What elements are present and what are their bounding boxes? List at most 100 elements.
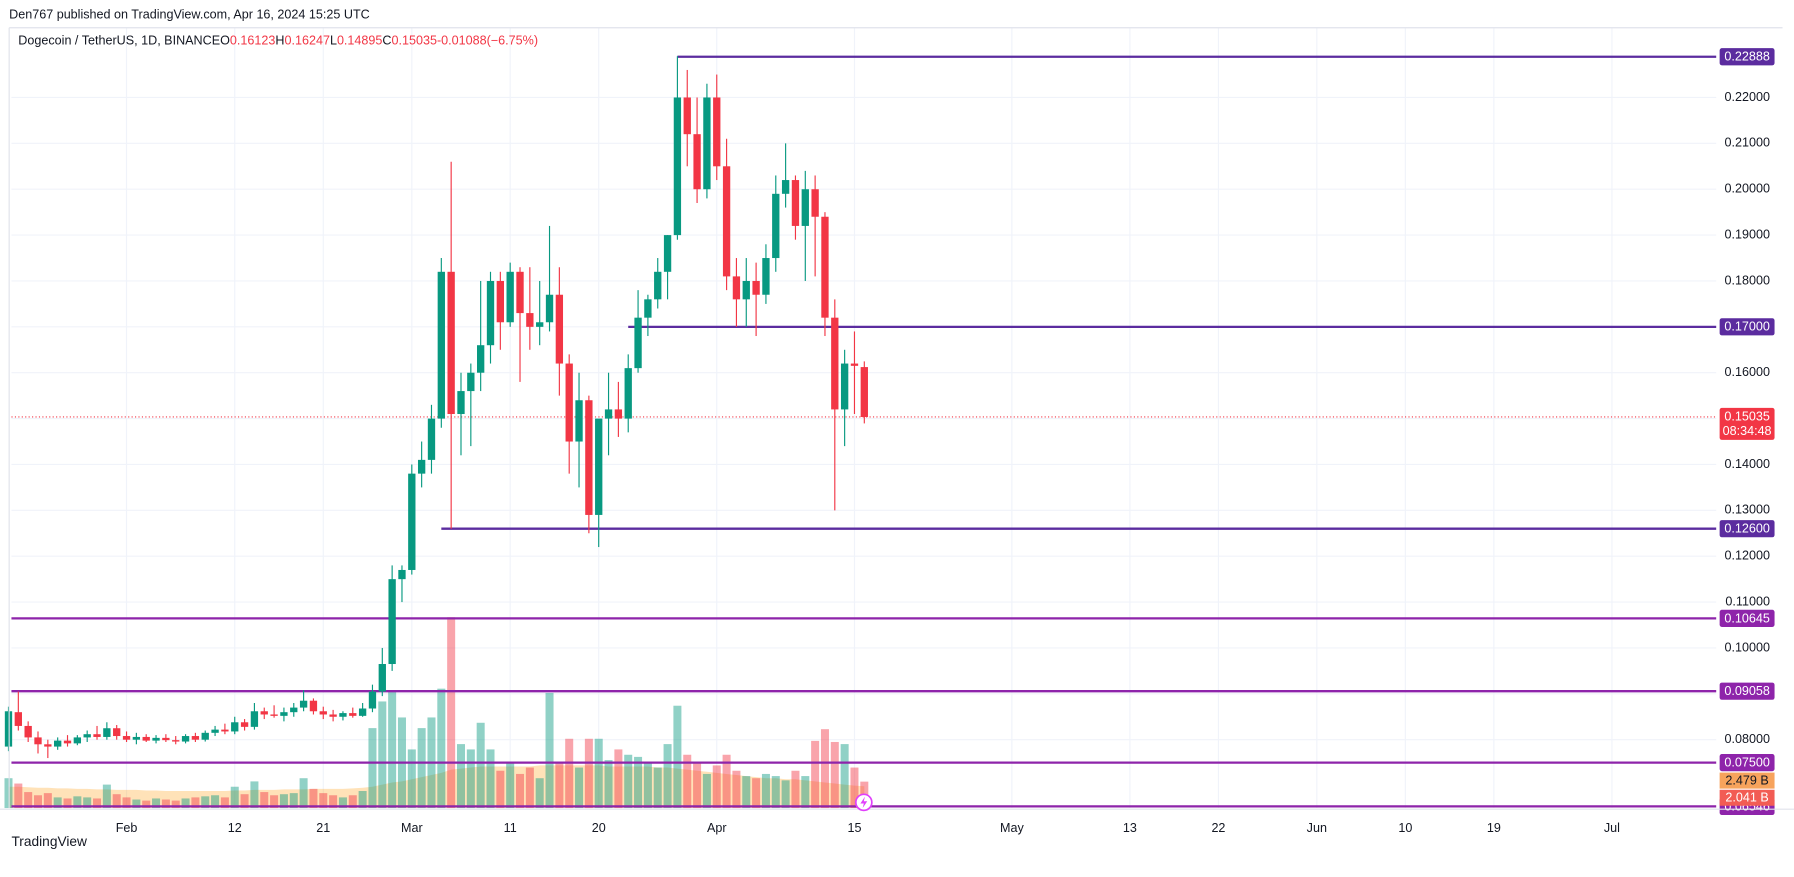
level-label-box — [1719, 520, 1775, 538]
volume-bar — [781, 780, 790, 809]
y-tick-label: 0.20000 — [1725, 182, 1770, 196]
volume-bar — [319, 793, 328, 809]
candle-body — [742, 280, 750, 300]
candle-body — [122, 736, 131, 740]
candle-body — [417, 459, 426, 474]
volume-bar — [643, 763, 652, 809]
volume-bar — [791, 770, 800, 809]
candle-body — [221, 729, 229, 732]
volume-bar — [712, 765, 721, 809]
volume-bar — [260, 792, 269, 809]
candle-body — [388, 579, 396, 665]
legend: Dogecoin / TetherUS, 1D, BINANCEO0.16123… — [18, 34, 538, 48]
y-tick-label: 0.22000 — [1725, 90, 1770, 104]
volume-bar — [358, 790, 367, 809]
volume-bar — [722, 754, 731, 809]
candle-body — [231, 722, 239, 732]
volume-bar — [171, 800, 180, 809]
legend-key: L — [330, 34, 337, 48]
volume-bar — [683, 754, 692, 809]
volume-bar — [211, 795, 220, 809]
volume-bar — [702, 773, 711, 809]
volume-bar — [437, 688, 446, 809]
candle-body — [437, 271, 445, 419]
level-label-box — [1719, 609, 1775, 627]
volume-bar — [604, 760, 613, 809]
volume-bar — [368, 728, 377, 809]
candle-body — [604, 409, 613, 419]
candle-body — [299, 700, 308, 708]
candle-body — [339, 713, 347, 717]
volume-bar — [761, 773, 770, 809]
candle-body — [693, 134, 701, 190]
level-label: 0.10645 — [1724, 611, 1769, 625]
legend-value: 0.16247 — [284, 34, 329, 48]
x-tick-label: 20 — [592, 821, 606, 835]
x-tick-label: 19 — [1487, 821, 1501, 835]
candle-body — [595, 418, 603, 515]
volume-bar — [53, 797, 62, 809]
y-tick-label: 0.10000 — [1725, 640, 1770, 654]
legend-key: H — [275, 34, 284, 48]
legend-value: 0.14895 — [337, 34, 382, 48]
x-tick-label: May — [1000, 821, 1024, 835]
last-price-box — [1719, 407, 1775, 440]
y-tick-label: 0.16000 — [1725, 365, 1770, 379]
volume-bar — [811, 740, 820, 809]
candle-body — [644, 299, 652, 318]
candle-body — [850, 363, 859, 366]
volume-bar — [466, 749, 475, 809]
candle-body — [732, 276, 741, 300]
volume-bar — [181, 798, 190, 809]
candle-body — [319, 711, 327, 715]
candle-body — [427, 418, 436, 460]
candle-body — [516, 271, 524, 314]
volume-bar — [230, 786, 239, 809]
volume-bar — [663, 744, 672, 809]
volume-bar — [850, 767, 859, 809]
legend-value: 0.15035 — [392, 34, 437, 48]
volume-bar — [456, 744, 465, 809]
volume-bar — [496, 770, 505, 809]
volume-ma-label-box — [1719, 789, 1775, 806]
volume-bar — [830, 741, 839, 809]
volume-bar — [122, 797, 131, 809]
candle-body — [772, 193, 780, 259]
x-tick-label: Apr — [707, 821, 727, 835]
candle-body — [152, 737, 160, 741]
candle-body — [762, 258, 770, 295]
candle-body — [93, 734, 101, 737]
candle-body — [575, 400, 583, 442]
published-note: Den767 published on TradingView.com, Apr… — [9, 7, 370, 21]
candle-body — [24, 725, 32, 738]
candle-body — [44, 744, 52, 747]
candle-body — [565, 363, 573, 442]
candle-body — [614, 409, 623, 419]
volume-bar — [73, 796, 82, 809]
volume-bar — [83, 797, 92, 809]
x-tick-label: Jun — [1307, 821, 1327, 835]
legend-value: 0.16123 — [230, 34, 275, 48]
volume-bar — [801, 776, 810, 809]
volume-bar — [289, 793, 298, 809]
candle-body — [703, 97, 711, 190]
volume-bar — [407, 749, 416, 809]
candle-body — [781, 180, 790, 194]
volume-bar — [840, 744, 849, 809]
y-tick-label: 0.18000 — [1725, 273, 1770, 287]
legend-change: -0.01088 — [437, 34, 487, 48]
volume-bar — [575, 767, 584, 809]
x-tick-label: Feb — [116, 821, 138, 835]
candle-body — [329, 714, 337, 717]
volume-bar — [506, 763, 515, 809]
candle-body — [811, 189, 819, 217]
candle-body — [368, 691, 377, 709]
legend-key: C — [382, 34, 391, 48]
candle-body — [83, 734, 91, 738]
candle-body — [142, 736, 150, 741]
candle-body — [496, 280, 505, 323]
candle-body — [555, 294, 564, 364]
volume-bar — [594, 738, 603, 809]
volume-bar — [820, 729, 829, 809]
